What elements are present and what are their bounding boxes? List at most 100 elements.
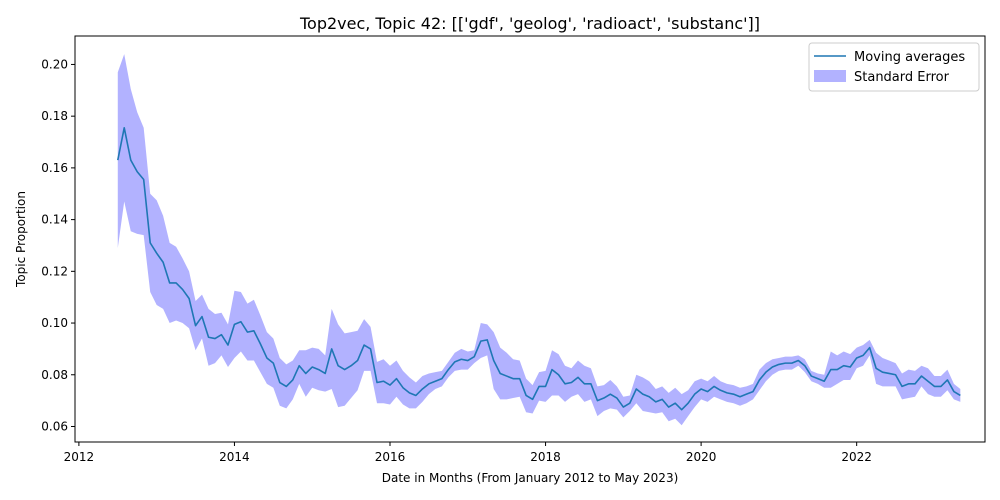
data-point-71 (576, 376, 579, 379)
data-point-108 (816, 377, 819, 380)
data-point-88 (687, 402, 690, 405)
data-point-5 (149, 241, 152, 244)
data-point-103 (784, 362, 787, 365)
data-point-40 (375, 381, 378, 384)
data-point-64 (531, 398, 534, 401)
data-point-30 (311, 365, 314, 368)
data-point-50 (440, 377, 443, 380)
data-point-70 (570, 381, 573, 384)
y-tick-label-6: 0.18 (41, 109, 68, 123)
data-point-11 (188, 297, 191, 300)
data-point-55 (473, 355, 476, 358)
data-point-3 (136, 170, 139, 173)
data-point-16 (220, 333, 223, 336)
moving-average-line (116, 127, 961, 411)
data-point-89 (693, 393, 696, 396)
data-point-18 (233, 323, 236, 326)
data-point-121 (900, 385, 903, 388)
data-point-28 (298, 364, 301, 367)
legend-band-swatch (814, 70, 846, 82)
data-point-4 (142, 178, 145, 181)
data-point-68 (557, 373, 560, 376)
data-point-81 (641, 393, 644, 396)
data-point-13 (200, 315, 203, 318)
data-point-80 (635, 387, 638, 390)
data-point-45 (408, 391, 411, 394)
data-point-117 (875, 367, 878, 370)
data-point-43 (395, 377, 398, 380)
data-point-67 (550, 368, 553, 371)
data-point-118 (881, 371, 884, 374)
data-point-44 (401, 386, 404, 389)
data-point-35 (343, 368, 346, 371)
data-point-14 (207, 336, 210, 339)
data-point-26 (285, 385, 288, 388)
x-axis-label: Date in Months (From January 2012 to May… (382, 471, 679, 485)
x-axis: 2012 2014 2016 2018 2020 2022 (64, 442, 872, 464)
data-point-90 (700, 387, 703, 390)
data-point-84 (661, 398, 664, 401)
data-point-27 (291, 378, 294, 381)
data-point-58 (492, 359, 495, 362)
data-point-46 (414, 394, 417, 397)
data-point-112 (842, 364, 845, 367)
legend-frame (808, 42, 980, 92)
data-point-41 (382, 380, 385, 383)
data-point-20 (246, 330, 249, 333)
data-point-83 (654, 400, 657, 403)
x-tick-label-5: 2022 (841, 450, 872, 464)
data-point-122 (907, 382, 910, 385)
data-point-42 (388, 384, 391, 387)
data-point-53 (460, 358, 463, 361)
data-point-29 (304, 372, 307, 375)
data-point-69 (563, 382, 566, 385)
data-point-63 (525, 394, 528, 397)
y-axis: 0.06 0.08 0.10 0.12 0.14 0.16 0.18 0.20 (41, 57, 75, 433)
legend-entry-moving-averages: Moving averages (854, 50, 965, 65)
data-point-104 (790, 362, 793, 365)
x-tick-label-4: 2020 (686, 450, 717, 464)
data-point-95 (732, 393, 735, 396)
data-point-66 (544, 385, 547, 388)
data-point-47 (421, 387, 424, 390)
data-point-127 (939, 385, 942, 388)
data-point-86 (674, 402, 677, 405)
data-point-19 (239, 320, 242, 323)
data-point-79 (628, 402, 631, 405)
y-tick-label-0: 0.06 (41, 419, 68, 433)
data-point-85 (667, 405, 670, 408)
data-point-21 (252, 329, 255, 332)
data-point-109 (823, 380, 826, 383)
data-point-62 (518, 377, 521, 380)
data-point-56 (479, 340, 482, 343)
data-point-106 (803, 364, 806, 367)
data-point-116 (868, 346, 871, 349)
data-point-74 (596, 399, 599, 402)
y-tick-label-1: 0.08 (41, 368, 68, 382)
data-point-126 (933, 385, 936, 388)
data-point-1 (123, 126, 126, 129)
data-point-34 (337, 364, 340, 367)
data-point-59 (499, 372, 502, 375)
data-point-110 (829, 368, 832, 371)
data-point-93 (719, 389, 722, 392)
data-point-105 (797, 359, 800, 362)
data-point-101 (771, 365, 774, 368)
legend: Moving averages Standard Error (808, 42, 980, 92)
data-point-102 (777, 363, 780, 366)
data-point-17 (226, 343, 229, 346)
y-tick-label-7: 0.20 (41, 57, 68, 71)
legend-entry-standard-error: Standard Error (854, 70, 950, 85)
data-point-8 (168, 281, 171, 284)
data-point-98 (751, 390, 754, 393)
data-point-65 (538, 385, 541, 388)
data-point-128 (946, 378, 949, 381)
data-point-107 (810, 374, 813, 377)
data-point-82 (648, 395, 651, 398)
data-point-9 (175, 281, 178, 284)
data-point-113 (849, 365, 852, 368)
data-point-54 (466, 359, 469, 362)
data-point-124 (920, 374, 923, 377)
data-point-100 (764, 371, 767, 374)
